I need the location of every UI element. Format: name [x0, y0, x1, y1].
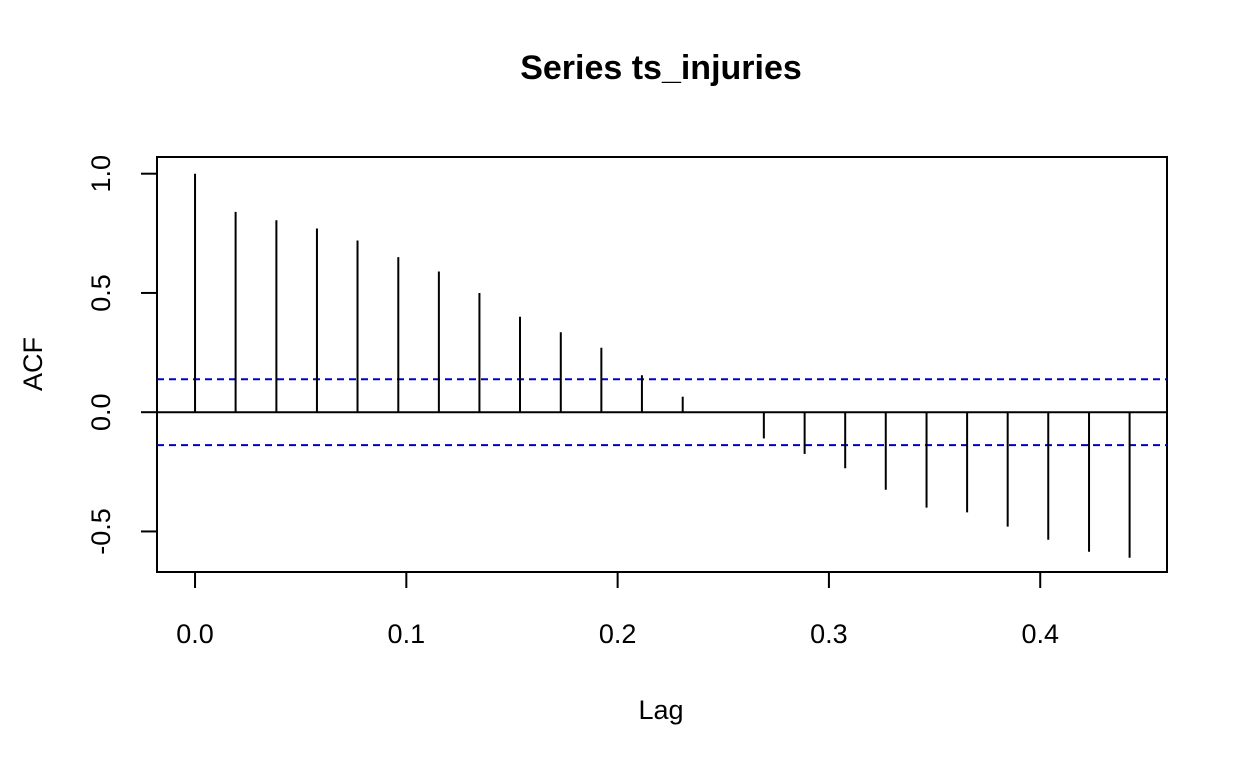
y-tick-label: 0.5 [86, 274, 116, 312]
acf-lines [157, 173, 1167, 558]
y-axis-label: ACF [18, 337, 48, 391]
x-tick-label: 0.4 [1021, 619, 1059, 649]
x-tick-label: 0.2 [599, 619, 637, 649]
plot-frame [156, 156, 1168, 573]
x-tick-label: 0.0 [176, 619, 214, 649]
y-axis: -0.5 0.0 0.5 1.0 [86, 155, 158, 555]
chart-title: Series ts_injuries [520, 49, 802, 87]
x-axis: 0.0 0.1 0.2 0.3 0.4 [176, 571, 1059, 649]
x-tick-label: 0.1 [388, 619, 426, 649]
y-tick-label: 0.0 [86, 393, 116, 431]
x-tick-label: 0.3 [810, 619, 848, 649]
y-tick-label: -0.5 [86, 508, 116, 555]
x-axis-label: Lag [638, 695, 683, 725]
y-tick-label: 1.0 [86, 155, 116, 193]
